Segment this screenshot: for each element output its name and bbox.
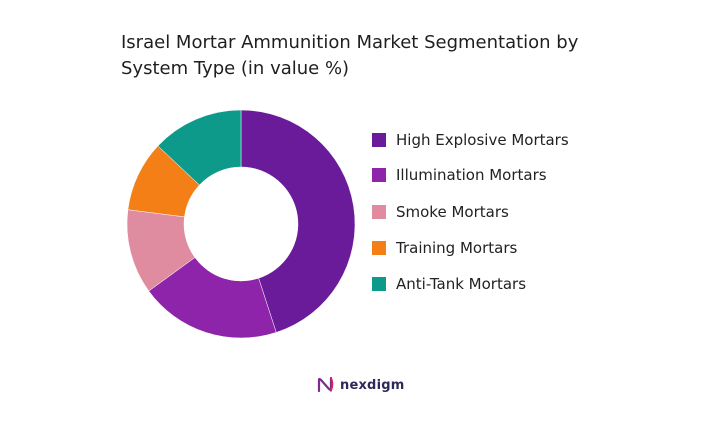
donut-slice-anti-tank-mortars xyxy=(157,109,242,186)
legend-item-smoke-mortars: Smoke Mortars xyxy=(372,200,509,224)
legend-swatch-anti-tank-mortars xyxy=(372,277,386,291)
donut-slice-high-explosive-mortars xyxy=(240,109,356,333)
legend-item-anti-tank-mortars: Anti-Tank Mortars xyxy=(372,272,526,296)
legend-swatch-illumination-mortars xyxy=(372,168,386,182)
legend-label-illumination-mortars: Illumination Mortars xyxy=(396,166,547,184)
legend-label-anti-tank-mortars: Anti-Tank Mortars xyxy=(396,275,527,293)
legend-item-illumination-mortars: Illumination Mortars xyxy=(372,163,547,187)
legend-label-smoke-mortars: Smoke Mortars xyxy=(396,203,509,221)
legend-swatch-training-mortars xyxy=(372,241,386,255)
chart-title-line-1: Israel Mortar Ammunition Market Segmenta… xyxy=(121,32,579,53)
legend-swatch-smoke-mortars xyxy=(372,205,386,219)
donut-slices xyxy=(126,109,356,339)
chart-title-line-2: System Type (in value %) xyxy=(121,58,350,79)
chart-title: Israel Mortar Ammunition Market Segmenta… xyxy=(121,30,591,82)
donut-slice-illumination-mortars xyxy=(148,257,277,339)
brand-name: nexdigm xyxy=(340,377,405,393)
legend-label-high-explosive-mortars: High Explosive Mortars xyxy=(396,131,569,149)
legend-item-high-explosive-mortars: High Explosive Mortars xyxy=(372,128,569,152)
legend-swatch-high-explosive-mortars xyxy=(372,133,386,147)
nexdigm-logo-icon xyxy=(317,376,334,393)
brand-footer: nexdigm xyxy=(316,374,404,396)
legend-label-training-mortars: Training Mortars xyxy=(396,239,518,257)
legend-item-training-mortars: Training Mortars xyxy=(372,236,517,260)
